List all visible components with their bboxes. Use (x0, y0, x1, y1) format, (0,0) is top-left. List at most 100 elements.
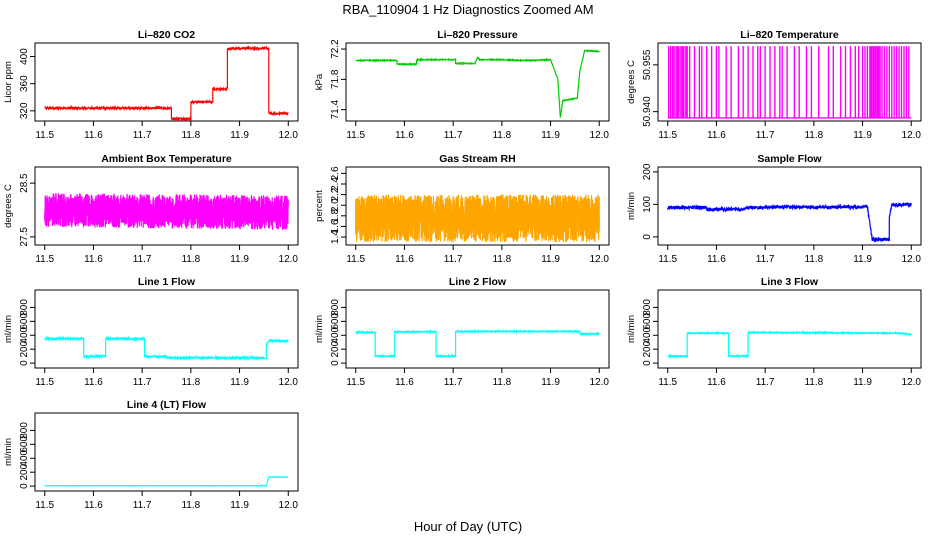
plot-frame (657, 289, 922, 369)
y-tick-label: 71.8 (330, 69, 341, 89)
y-tick-label: 0 (642, 234, 653, 240)
panel-title: Ambient Box Temperature (101, 153, 232, 165)
y-tick-label: 800 (19, 299, 30, 316)
y-axis-label: ml/min (3, 315, 14, 343)
y-tick-label: 0 (642, 360, 653, 366)
x-tick-label: 11.5 (346, 377, 365, 388)
y-tick-label: 71.4 (330, 99, 341, 119)
y-tick-label: 800 (330, 299, 341, 316)
y-tick-label: 2.0 (330, 198, 341, 212)
x-tick-label: 11.6 (395, 254, 414, 265)
y-axis-label: ml/min (3, 438, 14, 466)
x-tick-label: 11.6 (84, 254, 103, 265)
panel-title: Line 2 Flow (449, 276, 507, 288)
x-tick-label: 11.6 (84, 377, 103, 388)
y-tick-label: 1.8 (330, 208, 341, 222)
x-tick-label: 12.0 (279, 130, 299, 141)
x-tick-label: 11.7 (756, 254, 775, 265)
y-tick-label: 100 (642, 196, 653, 213)
x-tick-label: 11.8 (492, 377, 511, 388)
x-tick-label: 11.7 (444, 130, 463, 141)
x-tick-label: 11.9 (230, 130, 249, 141)
x-tick-label: 12.0 (902, 130, 922, 141)
panel-title: Sample Flow (757, 153, 822, 165)
x-tick-label: 12.0 (902, 377, 922, 388)
x-tick-label: 11.5 (35, 377, 54, 388)
series-line (44, 476, 289, 488)
y-tick-label: 0 (19, 483, 30, 489)
series-line (355, 328, 600, 359)
panel-licor-temperature: Li–820 Temperature 11.5 11.6 11.7 11.8 11.9 12… (626, 29, 922, 141)
x-tick-label: 11.9 (853, 254, 872, 265)
series-line (355, 194, 600, 243)
plot-frame (345, 42, 610, 122)
x-tick-label: 11.9 (541, 254, 560, 265)
y-tick-label: 320 (19, 102, 30, 119)
y-tick-label: 800 (19, 422, 30, 439)
panel-gas-stream-rh: Gas Stream RH 11.5 11.6 11.7 11.8 11.9 12.0 1.4… (314, 153, 610, 265)
x-tick-label: 11.9 (230, 254, 249, 265)
y-tick-label: 360 (19, 75, 30, 92)
x-tick-label: 11.5 (658, 130, 677, 141)
series-line (667, 201, 912, 243)
x-tick-label: 11.5 (346, 254, 365, 265)
figure-title: RBA_110904 1 Hz Diagnostics Zoomed AM (342, 2, 593, 17)
x-tick-label: 11.6 (84, 500, 103, 511)
x-tick-label: 11.9 (541, 130, 560, 141)
x-tick-label: 12.0 (590, 254, 610, 265)
y-axis-label: ml/min (314, 315, 325, 343)
y-tick-label: 1.6 (330, 219, 341, 233)
y-tick-label: 27.5 (19, 227, 30, 247)
x-tick-label: 12.0 (279, 377, 299, 388)
y-tick-label: 600 (642, 313, 653, 330)
x-tick-label: 11.5 (35, 254, 54, 265)
y-tick-label: 400 (19, 326, 30, 343)
y-tick-label: 600 (19, 436, 30, 453)
x-tick-label: 11.9 (541, 377, 560, 388)
y-tick-label: 72.2 (330, 39, 341, 59)
y-tick-label: 200 (642, 163, 653, 180)
x-tick-label: 11.6 (84, 130, 103, 141)
y-tick-label: 800 (642, 299, 653, 316)
x-tick-label: 11.8 (804, 130, 823, 141)
y-tick-label: 50.940 (642, 96, 653, 127)
series-line (667, 329, 912, 360)
panel-grid: Li–820 CO2 11.5 11.6 11.7 11.8 11.9 12.0 320 360… (3, 29, 922, 511)
x-tick-label: 11.7 (133, 377, 152, 388)
panel-title: Line 1 Flow (138, 276, 196, 288)
x-tick-label: 11.8 (181, 254, 200, 265)
series-line (44, 193, 289, 230)
plot-frame (657, 166, 922, 246)
x-tick-label: 11.8 (181, 500, 200, 511)
x-tick-label: 11.6 (707, 254, 726, 265)
x-tick-label: 11.8 (804, 254, 823, 265)
y-axis-label: percent (314, 190, 325, 222)
y-tick-label: 600 (330, 313, 341, 330)
y-tick-label: 200 (19, 463, 30, 480)
x-tick-label: 11.5 (346, 130, 365, 141)
series-line (44, 335, 289, 362)
x-tick-label: 11.5 (658, 254, 677, 265)
plot-frame (34, 166, 299, 246)
y-tick-label: 400 (642, 326, 653, 343)
x-tick-label: 11.9 (230, 500, 249, 511)
x-tick-label: 11.5 (35, 130, 54, 141)
x-tick-label: 12.0 (902, 254, 922, 265)
y-tick-label: 600 (19, 313, 30, 330)
x-tick-label: 11.7 (133, 254, 152, 265)
panel-title: Line 4 (LT) Flow (127, 399, 207, 411)
y-tick-label: 2.2 (330, 187, 341, 201)
panel-line-2-flow: Line 2 Flow 11.5 11.6 11.7 11.8 11.9 12.0 0 2004… (314, 276, 610, 388)
x-tick-label: 11.7 (756, 377, 775, 388)
panel-title: Li–820 Temperature (740, 29, 839, 41)
series-line (667, 46, 912, 119)
x-tick-label: 11.7 (444, 254, 463, 265)
x-tick-label: 12.0 (279, 500, 299, 511)
x-tick-label: 11.9 (853, 130, 872, 141)
plot-frame (657, 42, 922, 122)
x-tick-label: 11.9 (853, 377, 872, 388)
y-tick-label: 200 (330, 340, 341, 357)
x-tick-label: 11.8 (181, 130, 200, 141)
